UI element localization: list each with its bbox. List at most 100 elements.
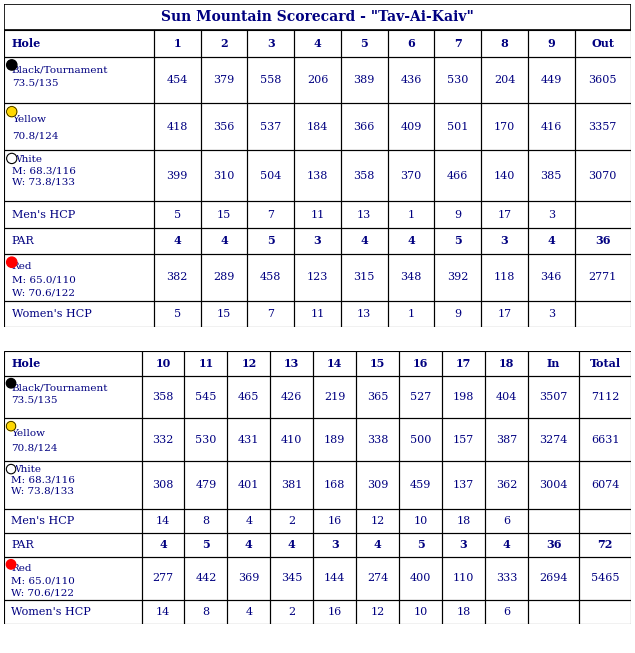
Bar (294, 228, 341, 254)
Bar (4, 509, 142, 533)
Text: 11: 11 (311, 210, 324, 219)
Bar (579, 509, 631, 533)
Bar (434, 300, 481, 326)
Text: 530: 530 (447, 75, 469, 85)
Text: 18: 18 (498, 358, 514, 369)
Bar (154, 150, 201, 201)
Text: 4: 4 (407, 235, 415, 246)
Text: 382: 382 (166, 272, 188, 282)
Text: White: White (11, 466, 42, 474)
Text: 9: 9 (454, 210, 461, 219)
Bar (528, 599, 579, 624)
Text: 3070: 3070 (589, 170, 617, 181)
Bar (528, 201, 575, 228)
Bar (227, 419, 271, 462)
Text: 14: 14 (156, 516, 170, 526)
Text: 479: 479 (196, 480, 217, 490)
Bar (387, 201, 434, 228)
Bar (184, 556, 227, 599)
Text: 2: 2 (220, 38, 228, 49)
Text: Women's HCP: Women's HCP (12, 309, 91, 319)
Text: 5: 5 (454, 235, 462, 246)
Text: 8: 8 (203, 516, 210, 526)
Text: 527: 527 (410, 392, 431, 402)
Text: Men's HCP: Men's HCP (12, 210, 75, 219)
Text: 400: 400 (410, 573, 431, 583)
Bar (481, 201, 528, 228)
Text: 459: 459 (410, 480, 431, 490)
Bar (434, 228, 481, 254)
Text: 9: 9 (547, 38, 555, 49)
Text: 13: 13 (284, 358, 300, 369)
Bar (579, 533, 631, 556)
Text: 465: 465 (238, 392, 260, 402)
Text: 4: 4 (173, 235, 181, 246)
Bar (575, 254, 631, 300)
Bar (184, 533, 227, 556)
Text: Hole: Hole (12, 38, 41, 49)
Text: 2: 2 (288, 607, 295, 616)
Text: 366: 366 (354, 121, 375, 132)
Text: 3274: 3274 (539, 435, 568, 445)
Bar (294, 103, 341, 150)
Text: 338: 338 (367, 435, 388, 445)
Text: 409: 409 (400, 121, 422, 132)
Bar (184, 375, 227, 419)
Text: 3: 3 (331, 539, 338, 550)
Bar (142, 375, 184, 419)
Text: 3507: 3507 (539, 392, 568, 402)
Text: 206: 206 (307, 75, 328, 85)
Bar (481, 103, 528, 150)
Bar (4, 150, 154, 201)
Text: 12: 12 (370, 607, 385, 616)
Text: 558: 558 (260, 75, 281, 85)
Bar (248, 201, 294, 228)
Bar (201, 150, 248, 201)
Bar (399, 462, 442, 509)
Bar (341, 300, 387, 326)
Text: 5: 5 (174, 309, 181, 319)
Bar (271, 509, 313, 533)
Bar (399, 375, 442, 419)
Bar (313, 419, 356, 462)
Text: 3605: 3605 (589, 75, 617, 85)
Bar (294, 57, 341, 103)
Bar (579, 599, 631, 624)
Text: 15: 15 (217, 309, 231, 319)
Text: 11: 11 (198, 358, 213, 369)
Bar (4, 599, 142, 624)
Bar (485, 375, 528, 419)
Text: 118: 118 (494, 272, 515, 282)
Text: 426: 426 (281, 392, 302, 402)
Bar (294, 300, 341, 326)
Bar (248, 300, 294, 326)
Bar (356, 351, 399, 375)
Bar (313, 556, 356, 599)
Text: 14: 14 (327, 358, 342, 369)
Bar (294, 201, 341, 228)
Bar (227, 533, 271, 556)
Text: 4: 4 (374, 539, 382, 550)
Text: 458: 458 (260, 272, 281, 282)
Text: 348: 348 (400, 272, 422, 282)
Text: 12: 12 (241, 358, 257, 369)
Bar (313, 599, 356, 624)
Bar (4, 556, 142, 599)
Text: 12: 12 (370, 516, 385, 526)
Bar (528, 462, 579, 509)
Bar (341, 30, 387, 57)
Text: 8: 8 (500, 38, 509, 49)
Bar (154, 228, 201, 254)
Text: 8: 8 (203, 607, 210, 616)
Text: 72: 72 (598, 539, 613, 550)
Bar (399, 419, 442, 462)
Bar (434, 57, 481, 103)
Text: 356: 356 (213, 121, 235, 132)
Bar (442, 375, 485, 419)
Text: 198: 198 (453, 392, 474, 402)
Bar (248, 103, 294, 150)
Text: 537: 537 (260, 121, 281, 132)
Text: 13: 13 (357, 210, 371, 219)
Text: 123: 123 (307, 272, 328, 282)
Text: 4: 4 (245, 539, 253, 550)
